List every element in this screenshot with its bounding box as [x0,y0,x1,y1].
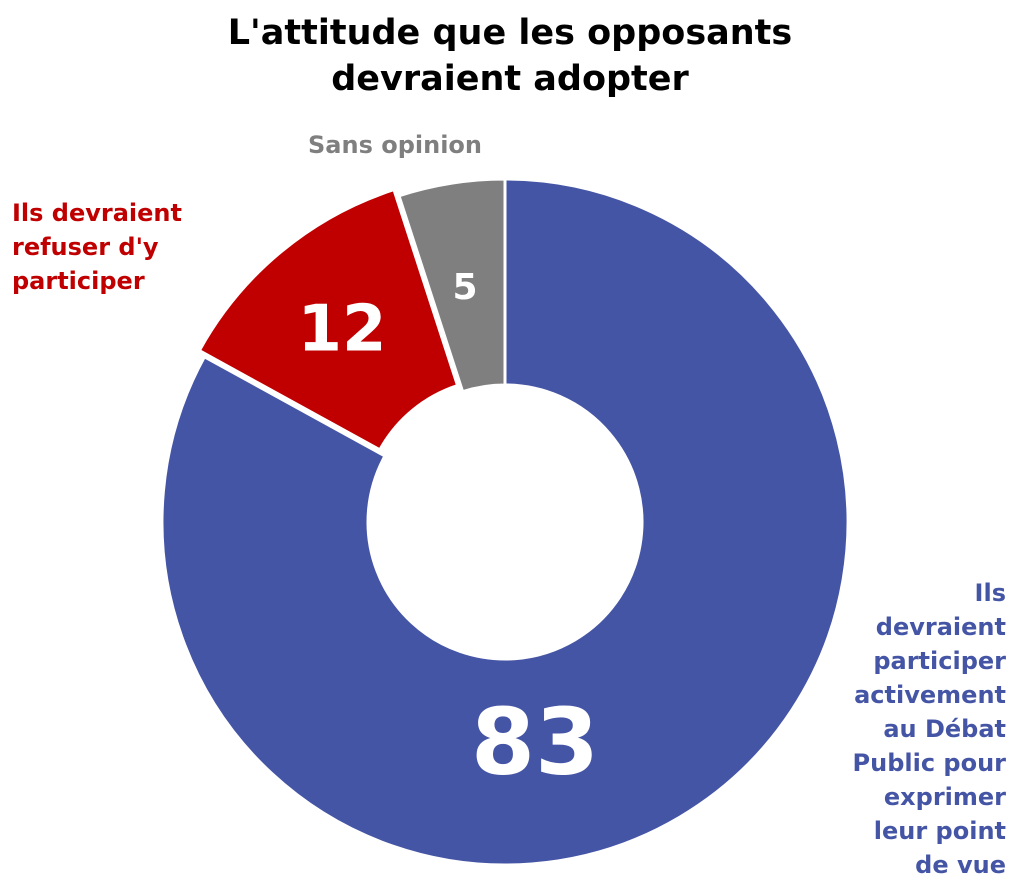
category-label: Sans opinion [308,131,482,159]
chart-title: L'attitude que les opposants devraient a… [227,13,793,99]
value-label: 5 [452,267,477,308]
donut-slice [197,187,460,452]
value-label: 83 [471,688,599,795]
category-label: Ils devraient refuser d'y participer [12,199,182,295]
value-label: 12 [297,293,386,367]
donut-slice [160,177,850,867]
donut-slice [397,177,507,394]
category-label: Ils devraient participer activement au D… [852,579,1006,879]
